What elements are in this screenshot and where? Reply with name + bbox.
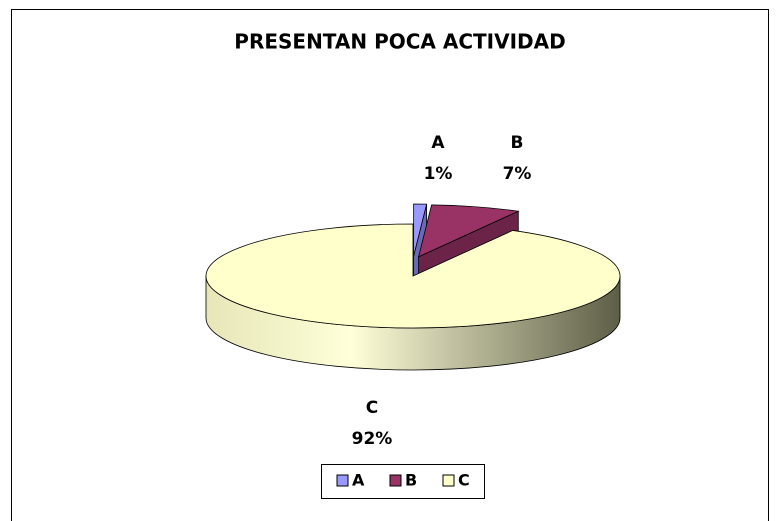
legend-swatch [442,474,455,487]
slice-category-label: A [431,133,445,153]
chart-frame [11,9,769,521]
slice-category-label: B [511,133,524,153]
legend-label: C [458,471,470,490]
slice-value-label: 7% [503,164,532,184]
slice-value-label: 92% [352,429,393,449]
plot-area [205,203,621,371]
legend-swatch [336,474,349,487]
legend-label: B [405,471,417,490]
slice [205,223,621,329]
legend-box [321,464,485,499]
slice [413,203,428,257]
slice [417,204,520,258]
legend-label: A [352,471,365,490]
slice-value-label: 1% [424,164,453,184]
legend-swatch [389,474,402,487]
slice-category-label: C [366,398,378,418]
legend: A B C [336,471,470,490]
chart-title: PRESENTAN POCA ACTIVIDAD [234,30,565,54]
